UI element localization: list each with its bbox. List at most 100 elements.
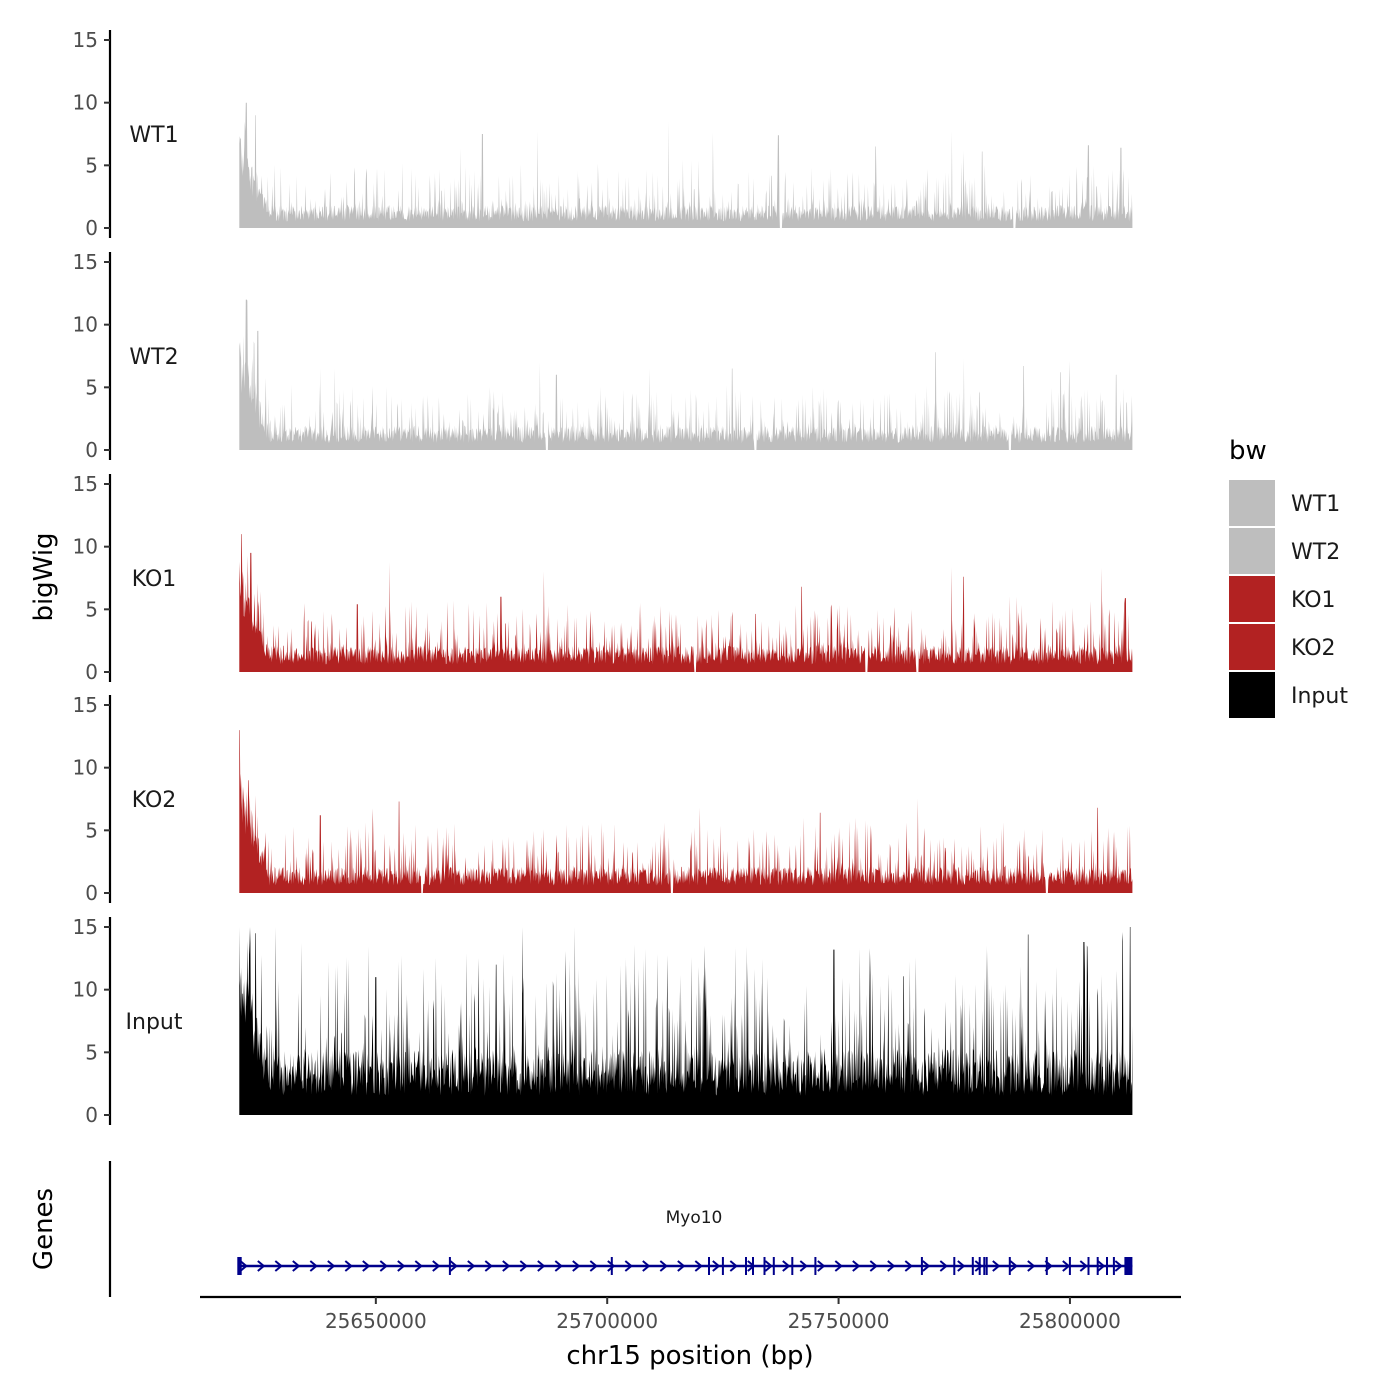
y-axis-title: bigWig [29, 532, 59, 621]
legend: bw WT1 WT2 KO1 KO2 Input [1229, 436, 1348, 718]
strand-arrow [309, 1260, 318, 1272]
exon [791, 1257, 794, 1275]
strand-arrow [379, 1260, 388, 1272]
exon [1068, 1257, 1071, 1275]
y-tick-label: 10 [73, 756, 98, 780]
coverage-tracks: 0 5 10 15 WT1 0 5 10 15 WT2 0 5 10 15 KO1 0 5 10 15 KO2 0 5 10… [73, 28, 1133, 1127]
legend-label-ko2: KO2 [1291, 636, 1336, 661]
strand-arrow [659, 1260, 668, 1272]
y-tick-label: 5 [85, 153, 98, 177]
exon [708, 1257, 710, 1275]
y-tick-label: 10 [73, 91, 98, 115]
exon-start [237, 1257, 242, 1275]
strand-arrow [1062, 1260, 1071, 1272]
x-axis: 25650000 25700000 25750000 25800000 [200, 1295, 1181, 1333]
track-ko2: 0 5 10 15 KO2 [73, 693, 1133, 905]
exon [1112, 1257, 1115, 1275]
strand-arrow [834, 1260, 843, 1272]
gene-track: Myo10 [108, 1161, 1133, 1297]
track-label: KO2 [132, 788, 177, 813]
strand-arrow [1009, 1260, 1018, 1272]
coverage-area-wt1 [239, 102, 1133, 228]
exon [814, 1257, 817, 1275]
exon [448, 1257, 451, 1275]
strand-arrow [274, 1260, 283, 1272]
exon [745, 1257, 747, 1275]
exon [1008, 1257, 1011, 1275]
exon [1096, 1257, 1099, 1275]
strand-arrow [239, 1260, 248, 1272]
exon [1045, 1257, 1048, 1275]
legend-key-wt1 [1229, 480, 1275, 526]
track-wt2: 0 5 10 15 WT2 [73, 250, 1133, 462]
strand-arrow [764, 1260, 773, 1272]
exon [772, 1257, 775, 1275]
y-tick-label: 10 [73, 313, 98, 337]
x-tick-label: 25650000 [325, 1309, 427, 1333]
y-tick-label: 0 [85, 881, 98, 905]
legend-title: bw [1229, 436, 1267, 466]
legend-key-input [1229, 672, 1275, 718]
legend-label-ko1: KO1 [1291, 588, 1336, 613]
strand-arrow [344, 1260, 353, 1272]
strand-arrow [869, 1260, 878, 1272]
y-tick-label: 0 [85, 216, 98, 240]
gene-name-label: Myo10 [666, 1208, 723, 1228]
exon [1087, 1257, 1090, 1275]
strand-arrow [922, 1260, 931, 1272]
strand-arrow [572, 1260, 581, 1272]
strand-arrow [327, 1260, 336, 1272]
exon [721, 1257, 724, 1275]
strand-arrow [1027, 1260, 1036, 1272]
legend-label-wt2: WT2 [1291, 540, 1340, 565]
strand-arrow [799, 1260, 808, 1272]
y-tick-label: 0 [85, 660, 98, 684]
y-tick-label: 5 [85, 1040, 98, 1064]
strand-arrow [694, 1260, 703, 1272]
strand-arrow [957, 1260, 966, 1272]
y-tick-label: 15 [73, 250, 98, 274]
strand-arrow [817, 1260, 826, 1272]
exon [1106, 1257, 1108, 1275]
y-tick-label: 15 [73, 28, 98, 52]
strand-arrow [939, 1260, 948, 1272]
x-axis-title: chr15 position (bp) [566, 1341, 813, 1371]
coverage-area-ko2 [239, 730, 1133, 893]
track-wt1: 0 5 10 15 WT1 [73, 28, 1133, 240]
strand-arrow [642, 1260, 651, 1272]
strand-arrow [554, 1260, 563, 1272]
exon-terminal [1124, 1257, 1133, 1275]
strand-arrow [729, 1260, 738, 1272]
y-tick-label: 15 [73, 693, 98, 717]
track-input: 0 5 10 15 Input [73, 915, 1133, 1127]
exon [985, 1257, 988, 1275]
strand-arrow [712, 1260, 721, 1272]
strand-arrow [449, 1260, 458, 1272]
strand-arrow [1079, 1260, 1088, 1272]
strand-arrow [1097, 1260, 1106, 1272]
y-tick-label: 5 [85, 375, 98, 399]
track-ko1: 0 5 10 15 KO1 [73, 472, 1133, 684]
strand-arrow [904, 1260, 913, 1272]
coverage-area-wt2 [239, 299, 1133, 450]
track-label: WT1 [129, 123, 178, 148]
y-tick-label: 10 [73, 535, 98, 559]
strand-arrow [362, 1260, 371, 1272]
y-tick-label: 0 [85, 1103, 98, 1127]
strand-arrow [624, 1260, 633, 1272]
exon [752, 1257, 754, 1275]
x-tick-label: 25800000 [1019, 1309, 1121, 1333]
y-tick-label: 10 [73, 978, 98, 1002]
strand-arrow [537, 1260, 546, 1272]
strand-arrow [414, 1260, 423, 1272]
gene-track-title: Genes [29, 1188, 59, 1270]
strand-arrow [519, 1260, 528, 1272]
strand-arrow [467, 1260, 476, 1272]
coverage-area-ko1 [239, 534, 1133, 672]
strand-arrow [484, 1260, 493, 1272]
strand-arrow [292, 1260, 301, 1272]
legend-key-ko2 [1229, 624, 1275, 670]
legend-label-wt1: WT1 [1291, 492, 1340, 517]
